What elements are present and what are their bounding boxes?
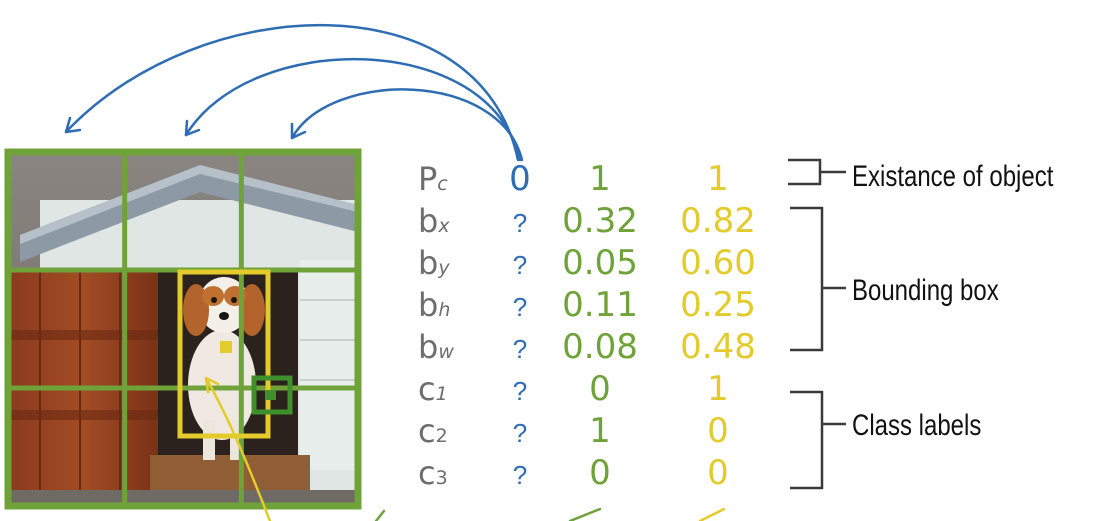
vector-value: ? xyxy=(513,292,527,322)
row-label-sub: y xyxy=(437,257,450,279)
bracket-icon xyxy=(788,158,822,186)
dark-green-box xyxy=(251,375,293,415)
arrow-icon xyxy=(184,57,522,162)
vector-value: 1 xyxy=(707,369,729,409)
bracket-icon xyxy=(790,390,824,490)
vector-value: 0 xyxy=(707,411,729,451)
vector-value: 0.82 xyxy=(680,201,756,241)
row-label: Pc xyxy=(418,160,448,198)
arrow-icon xyxy=(204,376,272,521)
arrows xyxy=(64,24,726,521)
annotation-existence: Existance of object xyxy=(852,158,1054,192)
row-label: by xyxy=(418,244,450,282)
row-label-base: P xyxy=(418,160,437,198)
row-label: c2 xyxy=(418,412,448,450)
arrow-icon xyxy=(64,24,520,162)
arrow-icon xyxy=(64,116,82,134)
vector-value: 0 xyxy=(509,159,531,199)
row-label: bw xyxy=(418,328,454,366)
vector-value: ? xyxy=(513,376,527,406)
row-label-base: b xyxy=(418,244,438,282)
vector-value: 0.60 xyxy=(680,243,756,283)
row-label-sub: x xyxy=(437,215,450,237)
vector-value: 1 xyxy=(589,411,611,451)
vector-value: 0 xyxy=(707,453,729,493)
dark-green-midpoint xyxy=(266,390,276,400)
vector-value: 0.25 xyxy=(680,285,756,325)
vector-value: 0.05 xyxy=(562,243,638,283)
vector-value: ? xyxy=(513,460,527,490)
annotation-class-labels: Class labels xyxy=(852,407,981,441)
arrow-icon xyxy=(290,122,307,140)
vector-value: 0.48 xyxy=(680,327,756,367)
vector-value: 0.32 xyxy=(562,201,638,241)
grid-border xyxy=(4,148,362,510)
row-label: bh xyxy=(418,286,450,324)
arrow-icon xyxy=(568,507,602,521)
vector-value: ? xyxy=(513,418,527,448)
arrow-icon xyxy=(698,507,726,521)
row-label-base: c xyxy=(418,412,436,450)
vector-value: ? xyxy=(513,250,527,280)
object-midpoint xyxy=(220,341,232,353)
row-label: c3 xyxy=(418,454,448,492)
vector-value: 0.08 xyxy=(562,327,638,367)
annotation-bounding-box: Bounding box xyxy=(852,272,999,306)
row-label: c1 xyxy=(418,370,448,408)
yellow-bounding-box xyxy=(177,269,271,439)
row-label-base: c xyxy=(418,370,436,408)
vector-values: 0???????10.320.050.110.0801010.820.600.2… xyxy=(509,159,756,493)
row-label-base: b xyxy=(418,202,438,240)
vector-value: ? xyxy=(513,208,527,238)
row-label: bx xyxy=(418,202,450,240)
arrow-icon xyxy=(204,376,220,394)
row-label-sub: h xyxy=(438,299,450,321)
row-label-sub: w xyxy=(438,341,454,363)
row-label-sub: 1 xyxy=(436,383,448,405)
row-label-sub: 2 xyxy=(436,425,448,447)
row-label-sub: 3 xyxy=(436,467,448,489)
dog-photo xyxy=(8,152,358,506)
arrow-icon xyxy=(374,509,386,521)
vector-value: 0 xyxy=(589,453,611,493)
row-label-base: c xyxy=(418,454,436,492)
row-label-base: b xyxy=(418,328,438,366)
vector-value: 1 xyxy=(589,159,611,199)
arrow-icon xyxy=(290,88,524,162)
row-label-base: b xyxy=(418,286,438,324)
vector-value: 1 xyxy=(707,159,729,199)
bracket-icon xyxy=(790,206,824,352)
vector-value: 0.11 xyxy=(562,285,638,325)
vector-value: ? xyxy=(513,334,527,364)
row-label-sub: c xyxy=(437,173,448,195)
brackets xyxy=(788,158,846,490)
arrow-icon xyxy=(184,119,201,137)
vector-value: 0 xyxy=(589,369,611,409)
